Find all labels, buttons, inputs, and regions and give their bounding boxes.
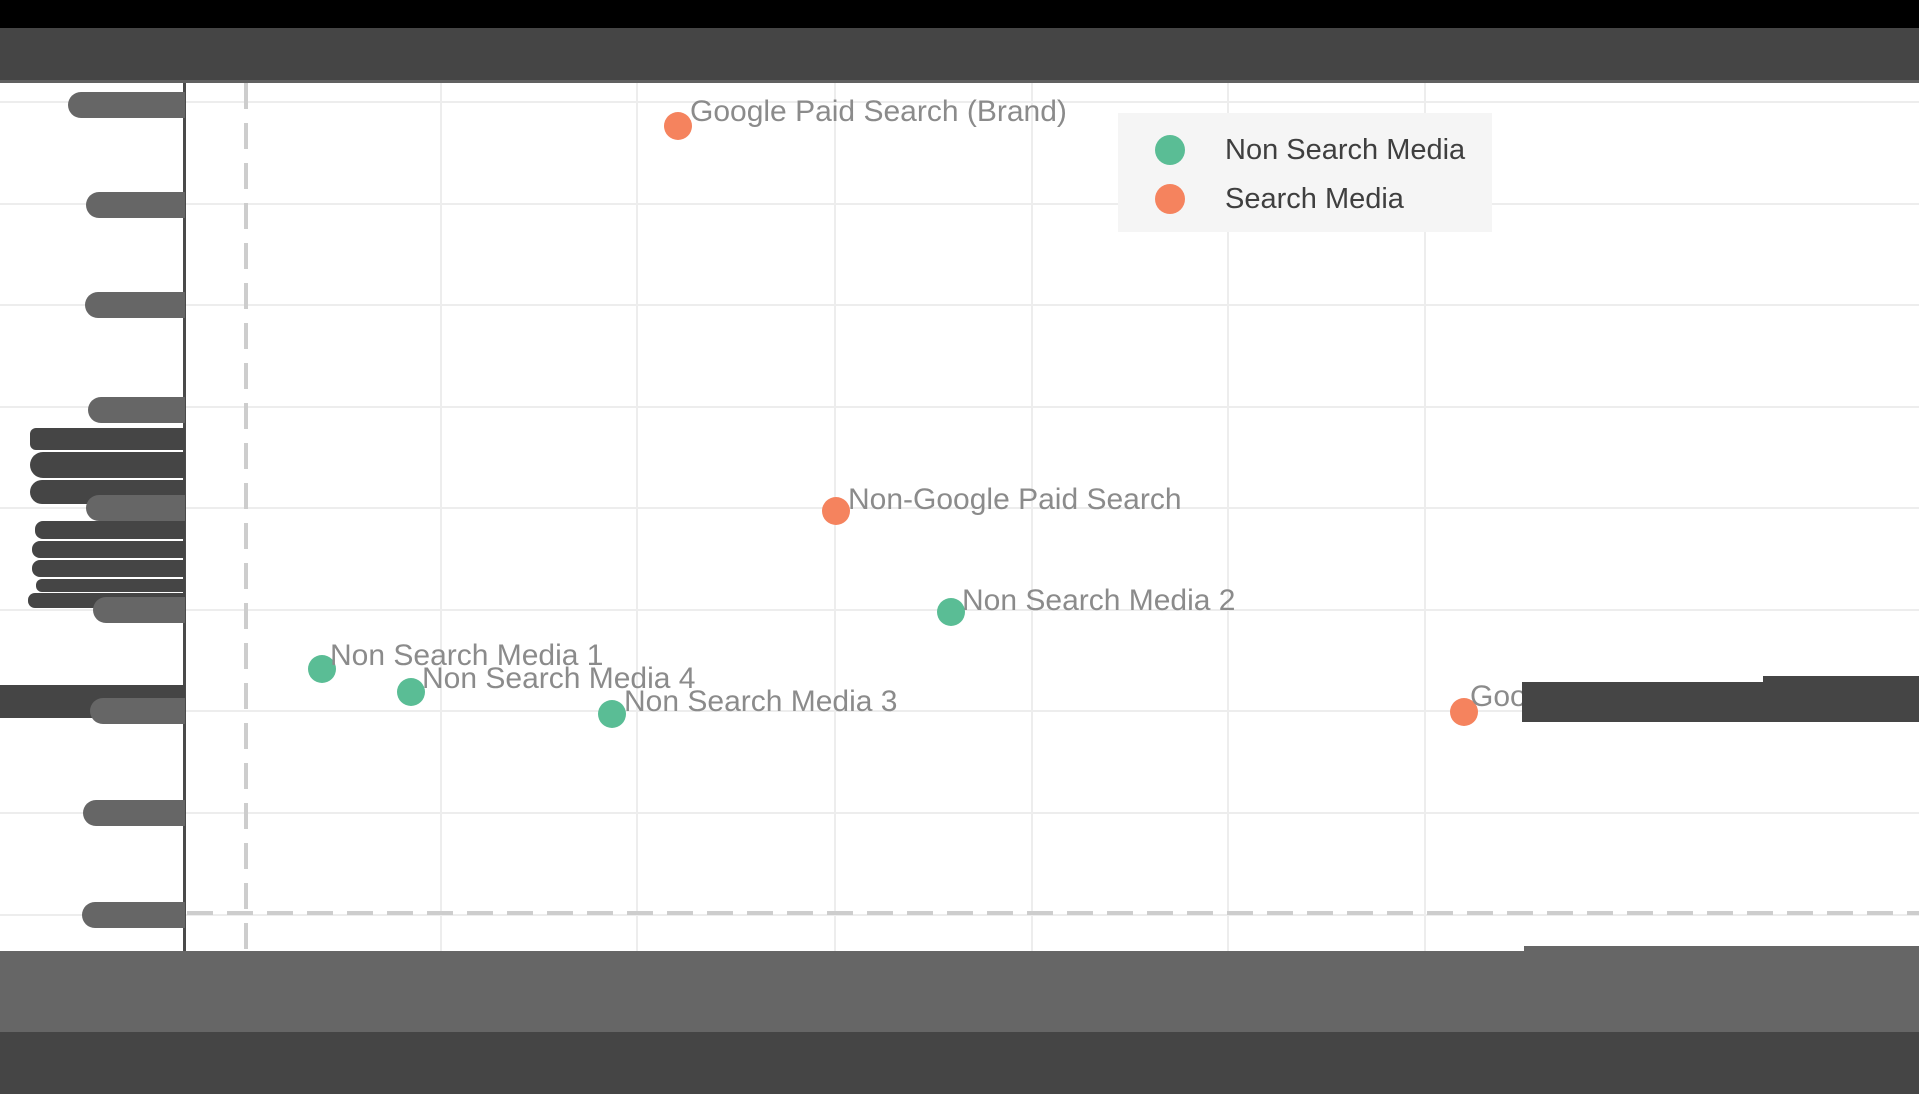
redaction-pill-y-tick-label bbox=[88, 397, 185, 423]
chart-legend: Non Search Media Search Media bbox=[1118, 113, 1492, 232]
redaction-pill-y-tick-label bbox=[82, 902, 185, 928]
h-gridline bbox=[0, 812, 1919, 814]
redaction-stripe-y-axis-label bbox=[35, 521, 185, 539]
data-point-non-search-media-4[interactable] bbox=[397, 678, 425, 706]
redaction-pill-y-tick-label bbox=[86, 192, 185, 218]
h-gridline bbox=[0, 507, 1919, 509]
redaction-stripe-y-axis-label bbox=[30, 428, 185, 450]
redaction-bar-bottom bbox=[1524, 946, 1919, 952]
redaction-bar-point-label bbox=[1763, 676, 1919, 686]
data-point-label: Non Search Media 3 bbox=[624, 685, 898, 718]
redaction-bar-top bbox=[0, 80, 1919, 83]
data-point-label: Goo bbox=[1470, 680, 1527, 713]
data-point-non-google-paid-search[interactable] bbox=[822, 497, 850, 525]
redaction-pill-y-tick-label bbox=[83, 800, 185, 826]
redaction-stripe-y-axis-label bbox=[36, 579, 185, 592]
v-gridline bbox=[636, 83, 638, 951]
legend-swatch-orange-circle-icon bbox=[1155, 184, 1185, 214]
legend-label: Non Search Media bbox=[1225, 133, 1466, 166]
legend-swatch-green-circle-icon bbox=[1155, 135, 1185, 165]
data-point-non-search-media-1[interactable] bbox=[308, 655, 336, 683]
h-gridline bbox=[0, 710, 1919, 712]
h-gridline bbox=[0, 304, 1919, 306]
redaction-pill-y-tick-label bbox=[90, 698, 185, 724]
redaction-stripe-y-axis-label bbox=[30, 452, 185, 478]
h-gridline bbox=[0, 406, 1919, 408]
redaction-bar-point-label bbox=[1522, 682, 1919, 722]
data-point-non-search-media-3[interactable] bbox=[598, 700, 626, 728]
legend-label: Search Media bbox=[1225, 182, 1404, 215]
data-point-goo[interactable] bbox=[1450, 698, 1478, 726]
redaction-pill-y-tick-label bbox=[93, 597, 185, 623]
redaction-pill-y-tick-label bbox=[85, 292, 185, 318]
legend-item-non-search-media: Non Search Media bbox=[1118, 125, 1492, 175]
data-point-google-paid-search-brand-[interactable] bbox=[664, 112, 692, 140]
redaction-bar-bottom bbox=[0, 951, 1919, 1032]
data-point-label: Non Search Media 2 bbox=[962, 584, 1236, 617]
v-gridline bbox=[1227, 83, 1229, 951]
v-gridline bbox=[1031, 83, 1033, 951]
data-point-label: Non-Google Paid Search bbox=[848, 483, 1182, 516]
redaction-stripe-y-axis-label bbox=[32, 560, 185, 577]
redaction-bar-top bbox=[0, 28, 1919, 80]
data-point-label: Non Search Media 4 bbox=[422, 662, 696, 695]
redaction-stripe-y-axis-label bbox=[32, 541, 185, 558]
data-point-label: Google Paid Search (Brand) bbox=[690, 95, 1067, 128]
h-gridline bbox=[0, 101, 1919, 103]
data-point-label: Non Search Media 1 bbox=[330, 639, 604, 672]
dashed-vertical-reference-line bbox=[244, 83, 248, 951]
v-gridline bbox=[1424, 83, 1426, 951]
legend-item-search-media: Search Media bbox=[1118, 174, 1492, 224]
redaction-pill-y-tick-label bbox=[68, 92, 185, 118]
h-gridline bbox=[0, 914, 1919, 916]
dashed-horizontal-reference-line bbox=[187, 911, 1919, 915]
data-point-non-search-media-2[interactable] bbox=[937, 598, 965, 626]
redaction-bar-bottom bbox=[0, 1032, 1919, 1094]
redaction-pill-y-tick-label bbox=[86, 495, 185, 521]
h-gridline bbox=[0, 203, 1919, 205]
v-gridline bbox=[440, 83, 442, 951]
